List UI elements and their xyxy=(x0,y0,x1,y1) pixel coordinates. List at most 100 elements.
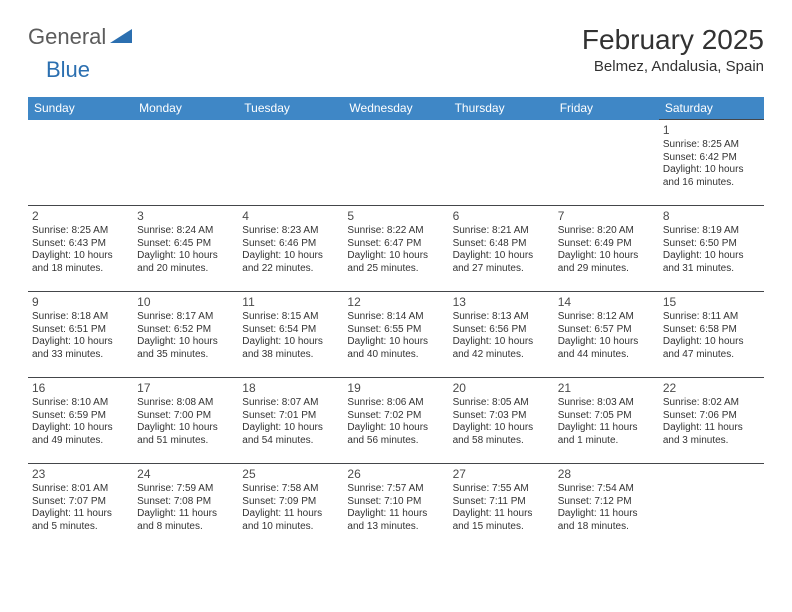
calendar-day-cell: 16Sunrise: 8:10 AMSunset: 6:59 PMDayligh… xyxy=(28,378,133,464)
logo-text-general: General xyxy=(28,24,106,50)
day-number: 27 xyxy=(453,467,550,482)
day-sunset: Sunset: 7:05 PM xyxy=(558,410,655,423)
day-sunset: Sunset: 6:59 PM xyxy=(32,410,129,423)
day-daylight: Daylight: 11 hours and 8 minutes. xyxy=(137,508,234,533)
day-number: 18 xyxy=(242,381,339,396)
day-daylight: Daylight: 10 hours and 25 minutes. xyxy=(347,250,444,275)
day-sunset: Sunset: 7:07 PM xyxy=(32,496,129,509)
day-sunrise: Sunrise: 7:55 AM xyxy=(453,483,550,496)
day-sunset: Sunset: 6:57 PM xyxy=(558,324,655,337)
calendar-day-cell: 18Sunrise: 8:07 AMSunset: 7:01 PMDayligh… xyxy=(238,378,343,464)
calendar-day-cell: 1Sunrise: 8:25 AMSunset: 6:42 PMDaylight… xyxy=(659,120,764,206)
calendar-day-cell: 19Sunrise: 8:06 AMSunset: 7:02 PMDayligh… xyxy=(343,378,448,464)
calendar-head: SundayMondayTuesdayWednesdayThursdayFrid… xyxy=(28,97,764,120)
calendar-empty-cell xyxy=(343,120,448,206)
day-sunrise: Sunrise: 8:14 AM xyxy=(347,311,444,324)
day-sunset: Sunset: 7:02 PM xyxy=(347,410,444,423)
day-number: 2 xyxy=(32,209,129,224)
calendar-day-cell: 9Sunrise: 8:18 AMSunset: 6:51 PMDaylight… xyxy=(28,292,133,378)
day-number: 14 xyxy=(558,295,655,310)
weekday-header: Saturday xyxy=(659,97,764,120)
calendar-week-row: 16Sunrise: 8:10 AMSunset: 6:59 PMDayligh… xyxy=(28,378,764,464)
day-sunset: Sunset: 6:43 PM xyxy=(32,238,129,251)
day-sunset: Sunset: 6:48 PM xyxy=(453,238,550,251)
day-sunset: Sunset: 6:50 PM xyxy=(663,238,760,251)
day-number: 21 xyxy=(558,381,655,396)
calendar-day-cell: 8Sunrise: 8:19 AMSunset: 6:50 PMDaylight… xyxy=(659,206,764,292)
day-number: 8 xyxy=(663,209,760,224)
day-number: 19 xyxy=(347,381,444,396)
calendar-day-cell: 21Sunrise: 8:03 AMSunset: 7:05 PMDayligh… xyxy=(554,378,659,464)
day-number: 28 xyxy=(558,467,655,482)
day-number: 20 xyxy=(453,381,550,396)
day-daylight: Daylight: 10 hours and 42 minutes. xyxy=(453,336,550,361)
weekday-header-row: SundayMondayTuesdayWednesdayThursdayFrid… xyxy=(28,97,764,120)
day-daylight: Daylight: 10 hours and 56 minutes. xyxy=(347,422,444,447)
day-sunset: Sunset: 7:10 PM xyxy=(347,496,444,509)
day-sunrise: Sunrise: 8:13 AM xyxy=(453,311,550,324)
day-daylight: Daylight: 10 hours and 31 minutes. xyxy=(663,250,760,275)
calendar-empty-cell xyxy=(238,120,343,206)
day-daylight: Daylight: 10 hours and 44 minutes. xyxy=(558,336,655,361)
calendar-empty-cell xyxy=(28,120,133,206)
day-sunset: Sunset: 6:52 PM xyxy=(137,324,234,337)
day-number: 4 xyxy=(242,209,339,224)
calendar-body: 1Sunrise: 8:25 AMSunset: 6:42 PMDaylight… xyxy=(28,120,764,550)
day-number: 9 xyxy=(32,295,129,310)
logo-triangle-icon xyxy=(110,27,132,48)
day-sunset: Sunset: 6:54 PM xyxy=(242,324,339,337)
day-number: 1 xyxy=(663,123,760,138)
day-sunrise: Sunrise: 8:08 AM xyxy=(137,397,234,410)
day-daylight: Daylight: 10 hours and 20 minutes. xyxy=(137,250,234,275)
day-number: 5 xyxy=(347,209,444,224)
day-sunset: Sunset: 7:09 PM xyxy=(242,496,339,509)
calendar-empty-cell xyxy=(133,120,238,206)
day-number: 24 xyxy=(137,467,234,482)
weekday-header: Thursday xyxy=(449,97,554,120)
day-daylight: Daylight: 11 hours and 1 minute. xyxy=(558,422,655,447)
day-sunrise: Sunrise: 7:54 AM xyxy=(558,483,655,496)
day-sunset: Sunset: 7:08 PM xyxy=(137,496,234,509)
day-sunset: Sunset: 6:47 PM xyxy=(347,238,444,251)
day-sunset: Sunset: 6:49 PM xyxy=(558,238,655,251)
calendar-day-cell: 7Sunrise: 8:20 AMSunset: 6:49 PMDaylight… xyxy=(554,206,659,292)
day-number: 25 xyxy=(242,467,339,482)
calendar-empty-cell xyxy=(659,464,764,550)
day-sunset: Sunset: 7:12 PM xyxy=(558,496,655,509)
day-sunrise: Sunrise: 8:07 AM xyxy=(242,397,339,410)
day-daylight: Daylight: 10 hours and 40 minutes. xyxy=(347,336,444,361)
day-number: 6 xyxy=(453,209,550,224)
calendar-day-cell: 5Sunrise: 8:22 AMSunset: 6:47 PMDaylight… xyxy=(343,206,448,292)
day-number: 15 xyxy=(663,295,760,310)
day-sunrise: Sunrise: 8:10 AM xyxy=(32,397,129,410)
calendar-empty-cell xyxy=(554,120,659,206)
logo-text-blue: Blue xyxy=(46,57,90,82)
calendar-day-cell: 14Sunrise: 8:12 AMSunset: 6:57 PMDayligh… xyxy=(554,292,659,378)
day-daylight: Daylight: 10 hours and 22 minutes. xyxy=(242,250,339,275)
day-daylight: Daylight: 11 hours and 3 minutes. xyxy=(663,422,760,447)
calendar-day-cell: 15Sunrise: 8:11 AMSunset: 6:58 PMDayligh… xyxy=(659,292,764,378)
day-number: 16 xyxy=(32,381,129,396)
month-title: February 2025 xyxy=(582,24,764,56)
day-sunrise: Sunrise: 8:22 AM xyxy=(347,225,444,238)
weekday-header: Sunday xyxy=(28,97,133,120)
calendar-day-cell: 6Sunrise: 8:21 AMSunset: 6:48 PMDaylight… xyxy=(449,206,554,292)
day-sunrise: Sunrise: 8:06 AM xyxy=(347,397,444,410)
calendar-week-row: 9Sunrise: 8:18 AMSunset: 6:51 PMDaylight… xyxy=(28,292,764,378)
calendar-day-cell: 24Sunrise: 7:59 AMSunset: 7:08 PMDayligh… xyxy=(133,464,238,550)
day-number: 23 xyxy=(32,467,129,482)
day-sunset: Sunset: 7:11 PM xyxy=(453,496,550,509)
calendar-day-cell: 12Sunrise: 8:14 AMSunset: 6:55 PMDayligh… xyxy=(343,292,448,378)
day-sunrise: Sunrise: 8:11 AM xyxy=(663,311,760,324)
day-daylight: Daylight: 10 hours and 47 minutes. xyxy=(663,336,760,361)
day-sunrise: Sunrise: 8:18 AM xyxy=(32,311,129,324)
day-sunrise: Sunrise: 7:58 AM xyxy=(242,483,339,496)
weekday-header: Tuesday xyxy=(238,97,343,120)
day-daylight: Daylight: 10 hours and 18 minutes. xyxy=(32,250,129,275)
calendar-day-cell: 20Sunrise: 8:05 AMSunset: 7:03 PMDayligh… xyxy=(449,378,554,464)
day-number: 10 xyxy=(137,295,234,310)
calendar-day-cell: 17Sunrise: 8:08 AMSunset: 7:00 PMDayligh… xyxy=(133,378,238,464)
title-block: February 2025 Belmez, Andalusia, Spain xyxy=(582,24,764,75)
day-daylight: Daylight: 10 hours and 49 minutes. xyxy=(32,422,129,447)
day-sunrise: Sunrise: 8:12 AM xyxy=(558,311,655,324)
